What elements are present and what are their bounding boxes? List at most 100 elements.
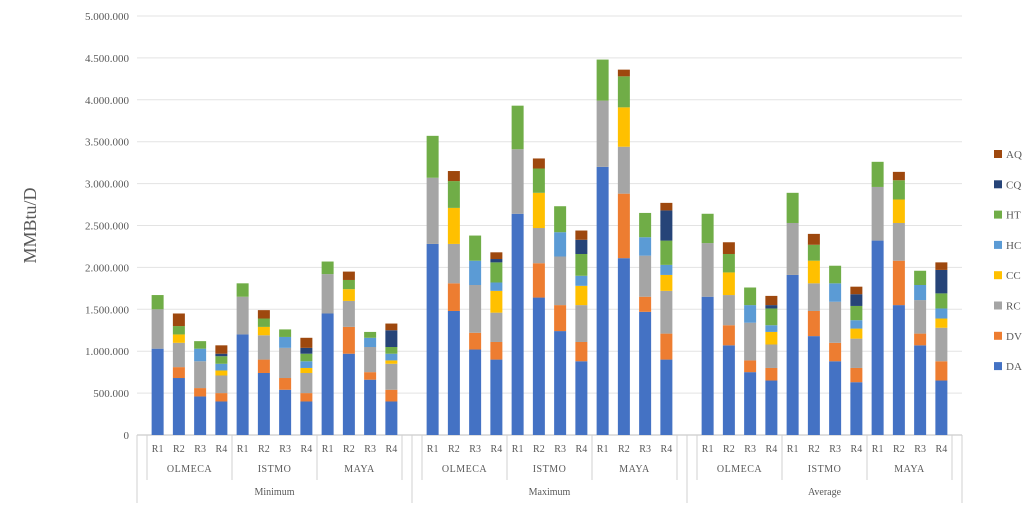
bar-segment-rc — [914, 300, 927, 334]
bar-segment-aq — [807, 233, 820, 245]
x-scenario-label: Average — [808, 487, 842, 498]
bar-segment-cc — [892, 199, 905, 223]
bar-segment-rc — [786, 222, 799, 275]
bar-segment-da — [871, 240, 884, 435]
bar-segment-cc — [385, 360, 398, 364]
bar-segment-dv — [364, 372, 377, 380]
legend-swatch-aq — [994, 150, 1002, 158]
bar-segment-hc — [639, 237, 652, 256]
x-field-label: ISTMO — [258, 464, 292, 475]
bar-segment-da — [447, 310, 460, 435]
bar-segment-da — [532, 297, 545, 435]
x-run-label: R2 — [343, 444, 355, 455]
bar-segment-hc — [554, 232, 567, 257]
bar-segment-ht — [194, 341, 207, 349]
bar-segment-hc — [935, 308, 948, 319]
bar-segment-ht — [596, 59, 609, 101]
bar-segment-da — [172, 378, 185, 435]
bar-segment-aq — [617, 69, 630, 77]
bar-segment-hc — [744, 305, 757, 323]
bar-segment-rc — [892, 222, 905, 261]
bar-segment-dv — [829, 342, 842, 362]
bar-segment-rc — [554, 256, 567, 306]
bar-segment-cc — [257, 326, 270, 336]
bar-segment-rc — [321, 274, 334, 314]
x-run-label: R1 — [597, 444, 609, 455]
bar-segment-da — [364, 379, 377, 435]
bar-segment-da — [490, 359, 503, 435]
bar-segment-cq — [935, 269, 948, 294]
bar-segment-da — [279, 389, 292, 435]
legend-label-cc: CC — [1006, 270, 1021, 282]
bar-segment-rc — [447, 243, 460, 284]
bar-segment-ht — [554, 206, 567, 233]
legend-swatch-rc — [994, 301, 1002, 310]
x-run-label: R1 — [872, 444, 884, 455]
bar-segment-da — [215, 401, 228, 435]
bar-segment-rc — [490, 312, 503, 342]
bar-segment-dv — [617, 193, 630, 259]
bar-segment-rc — [469, 284, 482, 333]
bar-segment-aq — [342, 271, 355, 280]
bar-segment-cq — [215, 353, 228, 357]
x-field-label: OLMECA — [717, 464, 763, 475]
x-run-label: R4 — [491, 444, 503, 455]
bar-segment-rc — [701, 243, 714, 297]
y-tick-label: 1.500.000 — [85, 304, 130, 316]
y-tick-label: 2.000.000 — [85, 262, 130, 274]
y-tick-label: 0 — [124, 430, 130, 442]
bar-segment-ht — [490, 262, 503, 283]
x-run-label: R3 — [639, 444, 651, 455]
bar-segment-da — [321, 313, 334, 435]
bar-segment-aq — [892, 171, 905, 181]
bar-segment-aq — [257, 310, 270, 319]
bar-segment-aq — [935, 262, 948, 270]
bar-segment-aq — [660, 202, 673, 211]
bar-segment-ht — [385, 347, 398, 354]
bar-segment-cq — [660, 210, 673, 241]
bar-segment-ht — [364, 331, 377, 338]
bar-segment-aq — [172, 313, 185, 327]
bar-segment-hc — [575, 275, 588, 286]
bar-segment-hc — [385, 353, 398, 361]
x-run-label: R4 — [661, 444, 673, 455]
bar-segment-da — [511, 213, 524, 435]
bar-segment-hc — [490, 282, 503, 291]
bar-segment-ht — [850, 305, 863, 321]
bar-segment-aq — [850, 286, 863, 295]
bar-segment-da — [765, 380, 778, 435]
y-tick-label: 4.000.000 — [85, 95, 130, 107]
bar-segment-rc — [426, 177, 439, 244]
bar-segment-cc — [765, 331, 778, 345]
bar-segment-rc — [850, 338, 863, 368]
bar-segment-dv — [532, 263, 545, 298]
bar-segment-da — [596, 166, 609, 435]
legend-swatch-ht — [994, 210, 1002, 219]
bar-segment-aq — [300, 337, 313, 348]
bar-segment-dv — [914, 333, 927, 346]
x-run-label: R4 — [766, 444, 778, 455]
legend-label-da: DA — [1006, 361, 1022, 373]
bar-segment-cc — [575, 285, 588, 306]
bar-segment-rc — [744, 322, 757, 361]
x-run-label: R3 — [554, 444, 566, 455]
legend-swatch-dv — [994, 331, 1002, 340]
legend-label-rc: RC — [1006, 301, 1021, 313]
legend-swatch-cq — [994, 180, 1002, 189]
bar-segment-hc — [850, 320, 863, 329]
y-tick-label: 4.500.000 — [85, 53, 130, 65]
bar-segment-cc — [532, 192, 545, 229]
bar-segment-rc — [511, 149, 524, 214]
x-field-label: OLMECA — [167, 464, 213, 475]
bar-segment-ht — [426, 135, 439, 178]
x-field-label: ISTMO — [808, 464, 842, 475]
bar-segment-cc — [447, 207, 460, 244]
bar-segment-hc — [469, 260, 482, 285]
x-run-label: R2 — [808, 444, 820, 455]
bar-segment-hc — [194, 348, 207, 362]
bar-segment-rc — [194, 361, 207, 389]
bar-segment-hc — [914, 284, 927, 301]
bar-segment-da — [617, 258, 630, 435]
bar-segment-da — [385, 401, 398, 435]
bar-segment-rc — [300, 372, 313, 394]
